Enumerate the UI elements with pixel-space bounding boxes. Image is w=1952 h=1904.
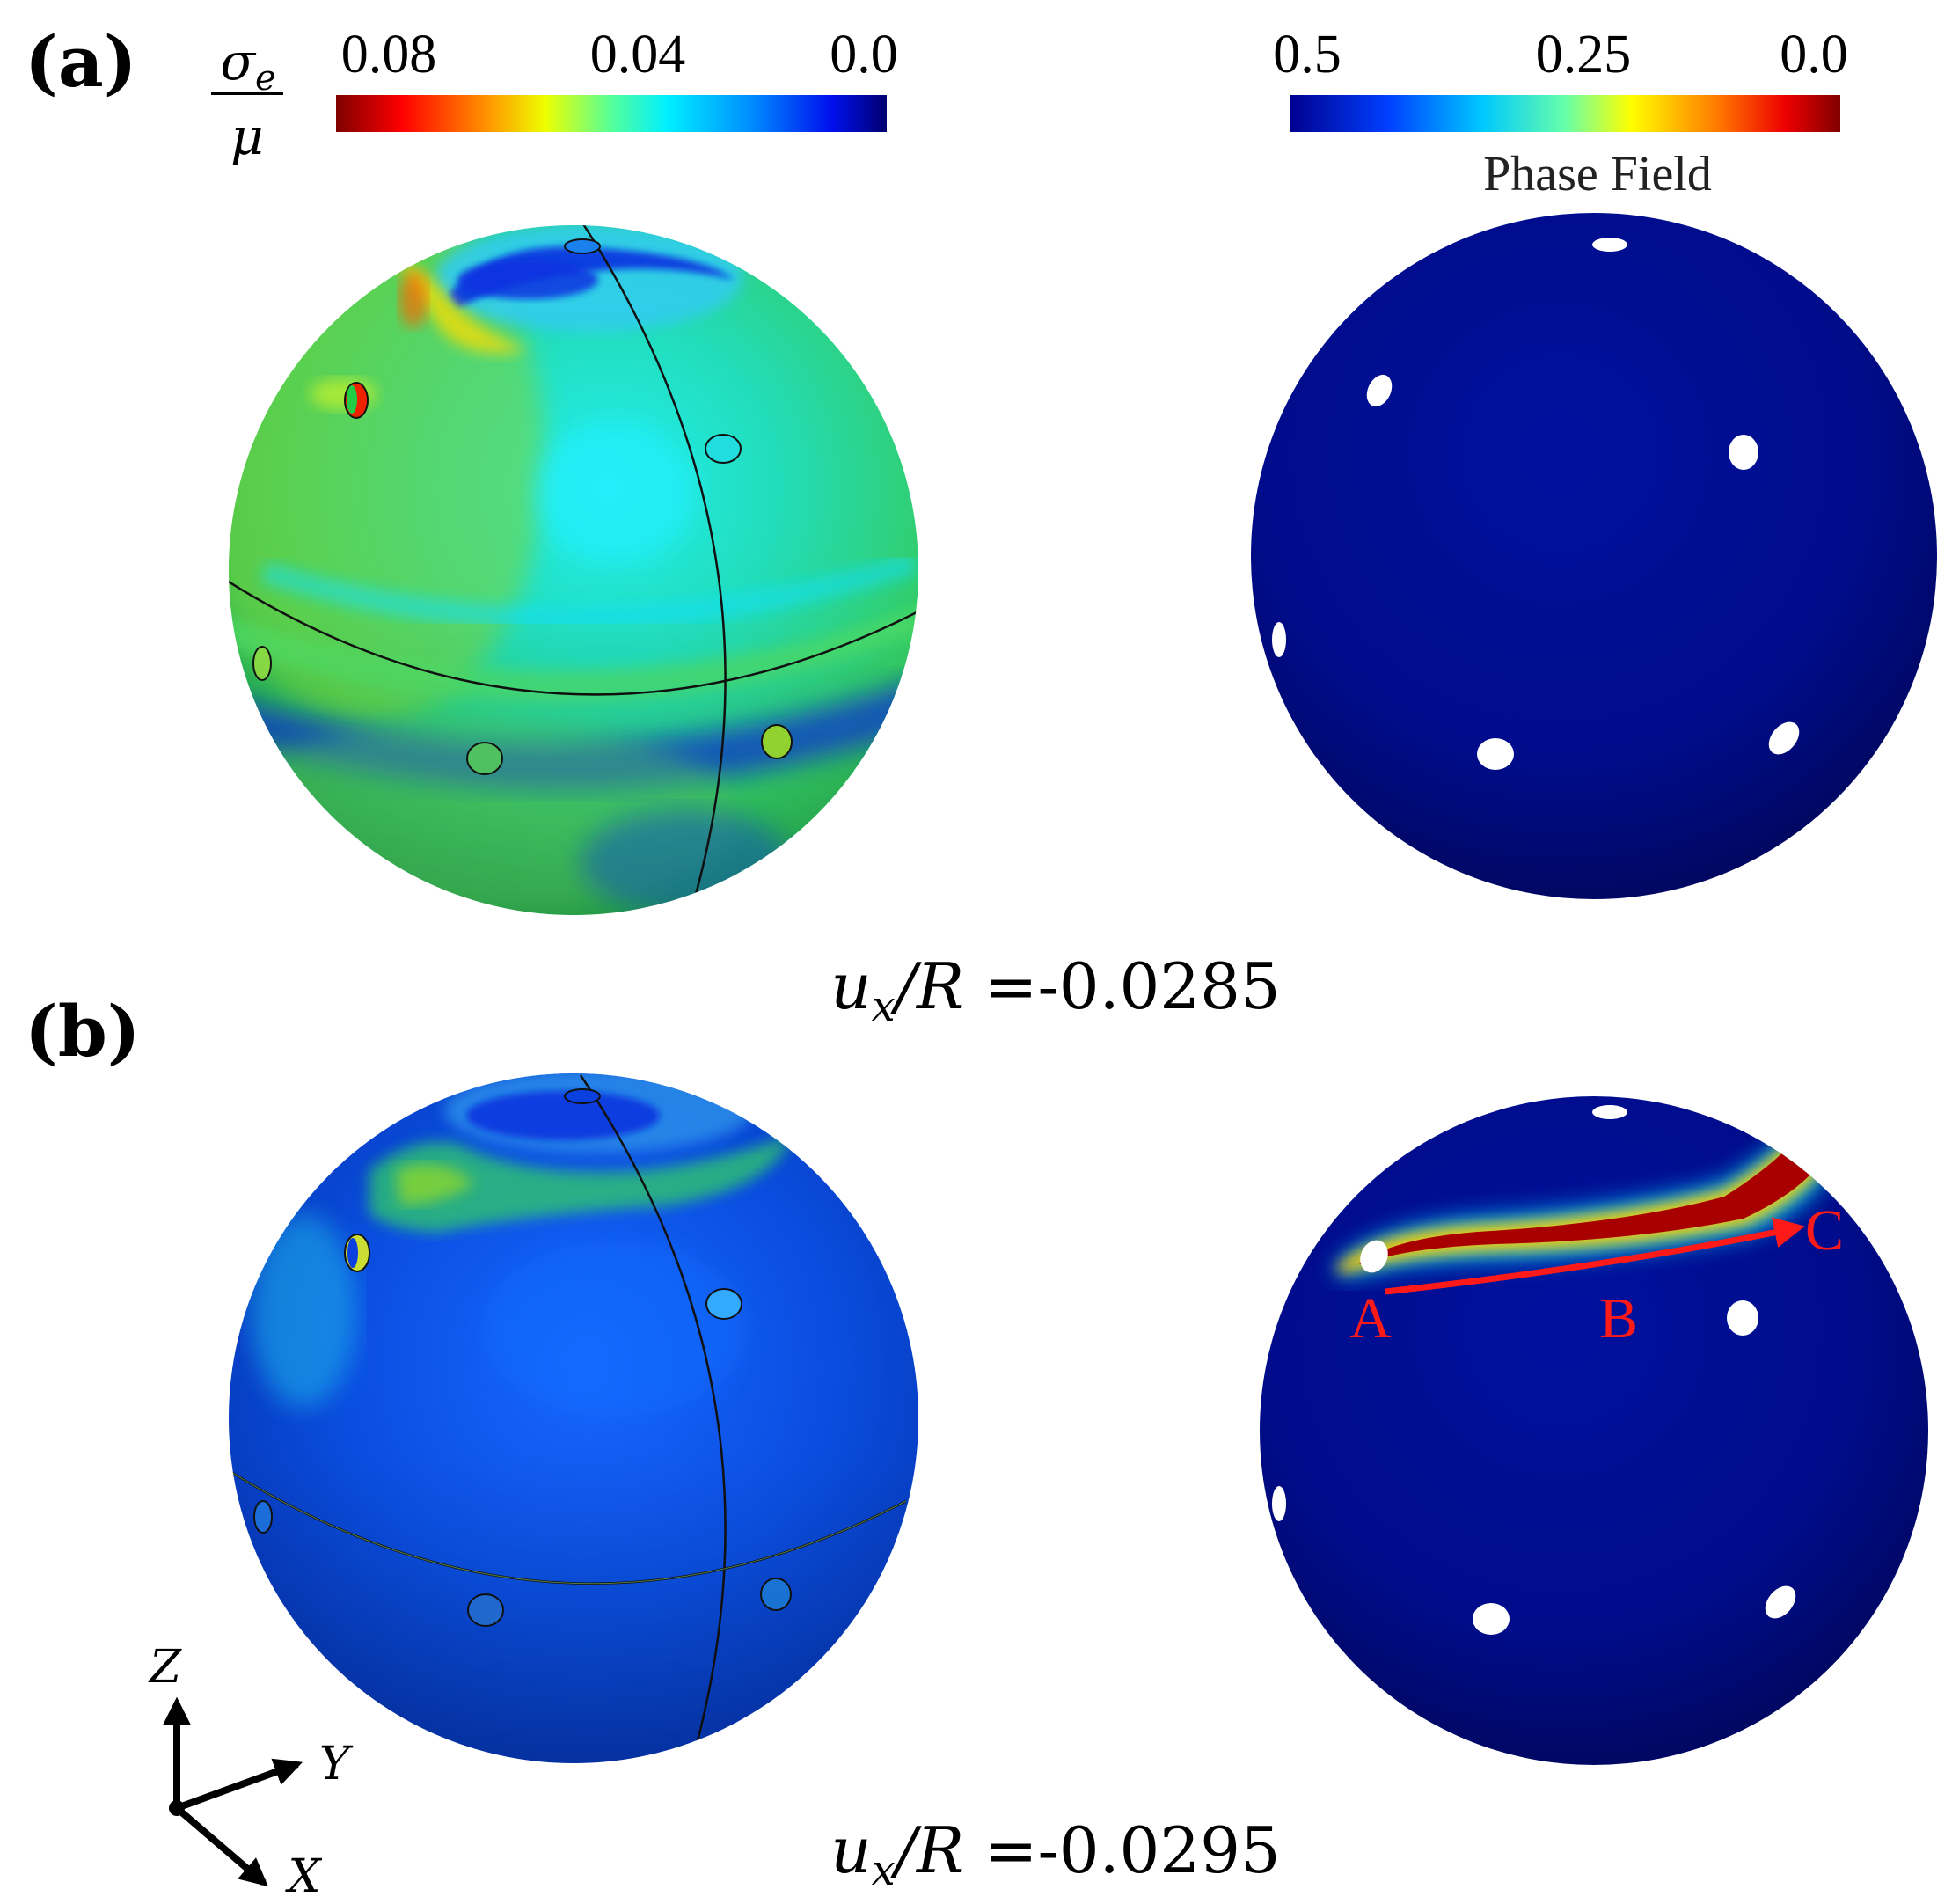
hole bbox=[1473, 1603, 1510, 1635]
axis-origin bbox=[169, 1800, 185, 1816]
displacement-label-b: ux/R =-0.0295 bbox=[830, 1813, 1280, 1895]
hole bbox=[1477, 738, 1514, 770]
crack-point-a: A bbox=[1349, 1286, 1392, 1351]
crack-path-arrow bbox=[1385, 1217, 1805, 1295]
crack-point-b: B bbox=[1599, 1286, 1638, 1351]
sphere-phase-a bbox=[1251, 213, 1937, 899]
stress-colorbar-bar bbox=[336, 95, 887, 132]
y-axis-label: Y bbox=[319, 1738, 354, 1790]
hole bbox=[1765, 1585, 1796, 1619]
hole bbox=[1729, 435, 1758, 470]
phase-colorbar-bar bbox=[1290, 95, 1840, 132]
panel-a-label: (a) bbox=[25, 20, 137, 103]
phase-colorbar-title: Phase Field bbox=[1483, 147, 1712, 201]
stress-tick-2: 0.0 bbox=[830, 25, 898, 84]
stress-label-denominator: μ bbox=[230, 106, 264, 166]
panel-b-label: (b) bbox=[25, 990, 141, 1073]
hole bbox=[1592, 1105, 1627, 1119]
hole bbox=[1360, 1240, 1388, 1273]
crack-point-c: C bbox=[1805, 1198, 1844, 1263]
hole bbox=[1366, 374, 1393, 407]
sphere-phase-b: A B C bbox=[1260, 1096, 1928, 1765]
phase-tick-2: 0.0 bbox=[1780, 25, 1848, 84]
z-axis-label: Z bbox=[148, 1641, 182, 1694]
y-axis-arrow bbox=[175, 1758, 303, 1812]
sphere-phase-a-body bbox=[1251, 213, 1937, 899]
phase-tick-1: 0.25 bbox=[1536, 25, 1632, 84]
axis-triad: Z Y X bbox=[148, 1641, 354, 1903]
x-axis-arrow bbox=[174, 1805, 268, 1887]
x-axis-label: X bbox=[284, 1850, 322, 1903]
phase-colorbar: 0.5 0.25 0.0 Phase Field bbox=[1273, 25, 1848, 201]
hole bbox=[1272, 1486, 1286, 1521]
hole bbox=[1272, 622, 1286, 657]
hole bbox=[1727, 1300, 1758, 1336]
hole bbox=[1768, 721, 1800, 755]
stress-label-numerator: σe bbox=[220, 32, 275, 99]
sphere-phase-b-body bbox=[1260, 1096, 1928, 1765]
crack-core bbox=[1359, 1146, 1819, 1264]
stress-tick-1: 0.04 bbox=[590, 25, 686, 84]
hole bbox=[1592, 238, 1627, 252]
displacement-label-a: ux/R =-0.0285 bbox=[830, 949, 1280, 1031]
stress-colorbar: σe μ 0.08 0.04 0.0 bbox=[211, 25, 898, 166]
phase-tick-0: 0.5 bbox=[1273, 25, 1342, 84]
sphere-stress-b bbox=[229, 1073, 918, 1763]
stress-tick-0: 0.08 bbox=[341, 25, 437, 84]
sphere-stress-a bbox=[229, 225, 918, 915]
